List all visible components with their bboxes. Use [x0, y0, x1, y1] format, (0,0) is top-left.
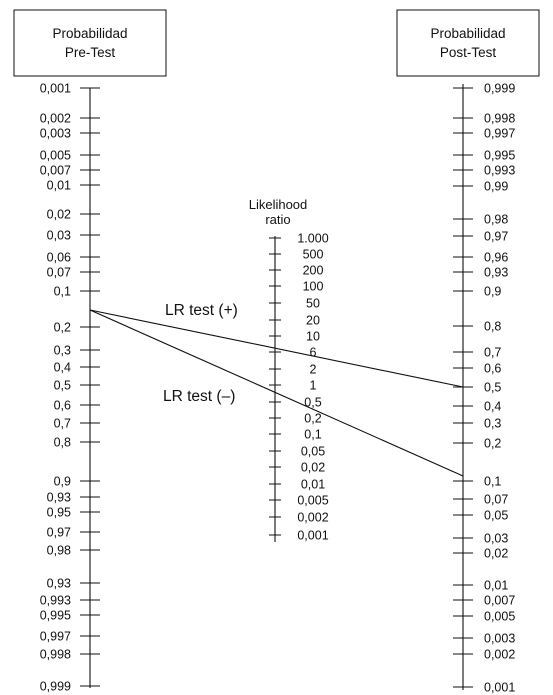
pretest-tick-label: 0,4 [54, 361, 71, 375]
posttest-tick-label: 0,995 [484, 149, 515, 163]
posttest-tick-label: 0,03 [484, 532, 508, 546]
posttest-tick-label: 0,99 [484, 180, 508, 194]
posttest-tick-label: 0,998 [484, 112, 515, 126]
pretest-tick-label: 0,007 [40, 164, 71, 178]
likelihood-tick-label: 0,01 [301, 478, 325, 492]
posttest-tick-label: 0,9 [484, 285, 501, 299]
likelihood-tick-label: 100 [303, 280, 324, 294]
pretest-tick-label: 0,98 [47, 544, 71, 558]
likelihood-tick-label: 0,001 [297, 529, 328, 543]
likelihood-tick-label: 0,002 [297, 511, 328, 525]
posttest-tick-label: 0,002 [484, 648, 515, 662]
pretest-tick-label: 0,1 [54, 285, 71, 299]
pretest-tick-label: 0,005 [40, 149, 71, 163]
pretest-tick-label: 0,001 [40, 82, 71, 96]
posttest-tick-label: 0,4 [484, 400, 501, 414]
likelihood-tick-label: 1 [310, 379, 317, 393]
pretest-tick-label: 0,003 [40, 127, 71, 141]
pretest-tick-label: 0,002 [40, 112, 71, 126]
pretest-tick-label: 0,07 [47, 266, 71, 280]
posttest-tick-label: 0,97 [484, 230, 508, 244]
pretest-tick-label: 0,6 [54, 399, 71, 413]
likelihood-tick-label: 50 [306, 297, 320, 311]
posttest-tick-label: 0,003 [484, 632, 515, 646]
posttest-title-box: Probabilidad Post-Test [396, 9, 540, 77]
likelihood-tick-label: 0,1 [304, 428, 321, 442]
posttest-tick-label: 0,999 [484, 82, 515, 96]
posttest-tick-label: 0,1 [484, 475, 501, 489]
posttest-tick-label: 0,96 [484, 251, 508, 265]
pretest-tick-label: 0,95 [47, 506, 71, 520]
posttest-tick-label: 0,3 [484, 417, 501, 431]
posttest-tick-label: 0,98 [484, 213, 508, 227]
pretest-tick-label: 0,995 [40, 609, 71, 623]
pretest-tick-label: 0,01 [47, 179, 71, 193]
posttest-tick-label: 0,6 [484, 362, 501, 376]
likelihood-tick-label: 10 [306, 330, 320, 344]
pretest-tick-label: 0,97 [47, 526, 71, 540]
pretest-tick-label: 0,997 [40, 630, 71, 644]
pretest-tick-label: 0,999 [40, 680, 71, 694]
lr-positive-line [89, 309, 464, 388]
posttest-tick-label: 0,07 [484, 493, 508, 507]
posttest-tick-label: 0,7 [484, 346, 501, 360]
likelihood-tick-label: 0,2 [304, 412, 321, 426]
pretest-tick-label: 0,03 [47, 229, 71, 243]
posttest-title-line1: Probabilidad [430, 26, 505, 41]
pretest-tick-label: 0,993 [40, 594, 71, 608]
pretest-title-line2: Pre-Test [65, 45, 116, 60]
pretest-tick-label: 0,3 [54, 344, 71, 358]
likelihood-tick-label: 500 [303, 248, 324, 262]
pretest-tick-label: 0,7 [54, 417, 71, 431]
likelihood-tick-label: 20 [306, 314, 320, 328]
posttest-title-line2: Post-Test [440, 45, 497, 60]
posttest-tick-label: 0,001 [484, 681, 515, 695]
posttest-tick-label: 0,93 [484, 266, 508, 280]
posttest-tick-label: 0,005 [484, 610, 515, 624]
posttest-tick-label: 0,01 [484, 579, 508, 593]
likelihood-tick-label: 6 [310, 346, 317, 360]
posttest-tick-label: 0,05 [484, 509, 508, 523]
posttest-tick-label: 0,007 [484, 594, 515, 608]
pretest-title-line1: Probabilidad [52, 26, 127, 41]
likelihood-title-line2: ratio [265, 212, 290, 227]
pretest-title-box: Probabilidad Pre-Test [13, 9, 167, 77]
pretest-tick-label: 0,93 [47, 577, 71, 591]
pretest-tick-label: 0,2 [54, 321, 71, 335]
pretest-tick-label: 0,998 [40, 648, 71, 662]
pretest-tick-label: 0,06 [47, 251, 71, 265]
lr-negative-label: LR test (–) [163, 388, 235, 405]
likelihood-title-line1: Likelihood [249, 197, 308, 212]
likelihood-tick-label: 0,02 [301, 461, 325, 475]
posttest-tick-label: 0,993 [484, 164, 515, 178]
pretest-tick-label: 0,9 [54, 475, 71, 489]
likelihood-tick-label: 2 [310, 363, 317, 377]
likelihood-tick-label: 0,05 [301, 445, 325, 459]
posttest-tick-label: 0,5 [484, 381, 501, 395]
likelihood-tick-label: 0,5 [304, 396, 321, 410]
lr-positive-label: LR test (+) [165, 302, 238, 319]
pretest-tick-label: 0,93 [47, 491, 71, 505]
posttest-tick-label: 0,02 [484, 547, 508, 561]
likelihood-tick-label: 0,005 [297, 494, 328, 508]
likelihood-scale: 1.000 500 200 100 50 20 10 6 2 1 0,5 0,2 0,1 0,05 0,02… [269, 232, 329, 543]
posttest-tick-label: 0,2 [484, 437, 501, 451]
posttest-tick-label: 0,8 [484, 320, 501, 334]
pretest-tick-label: 0,02 [47, 208, 71, 222]
likelihood-tick-label: 200 [303, 264, 324, 278]
likelihood-tick-label: 1.000 [297, 232, 328, 246]
posttest-tick-label: 0,997 [484, 127, 515, 141]
lr-negative-line [89, 309, 464, 477]
pretest-tick-label: 0,5 [54, 379, 71, 393]
pretest-tick-label: 0,8 [54, 436, 71, 450]
